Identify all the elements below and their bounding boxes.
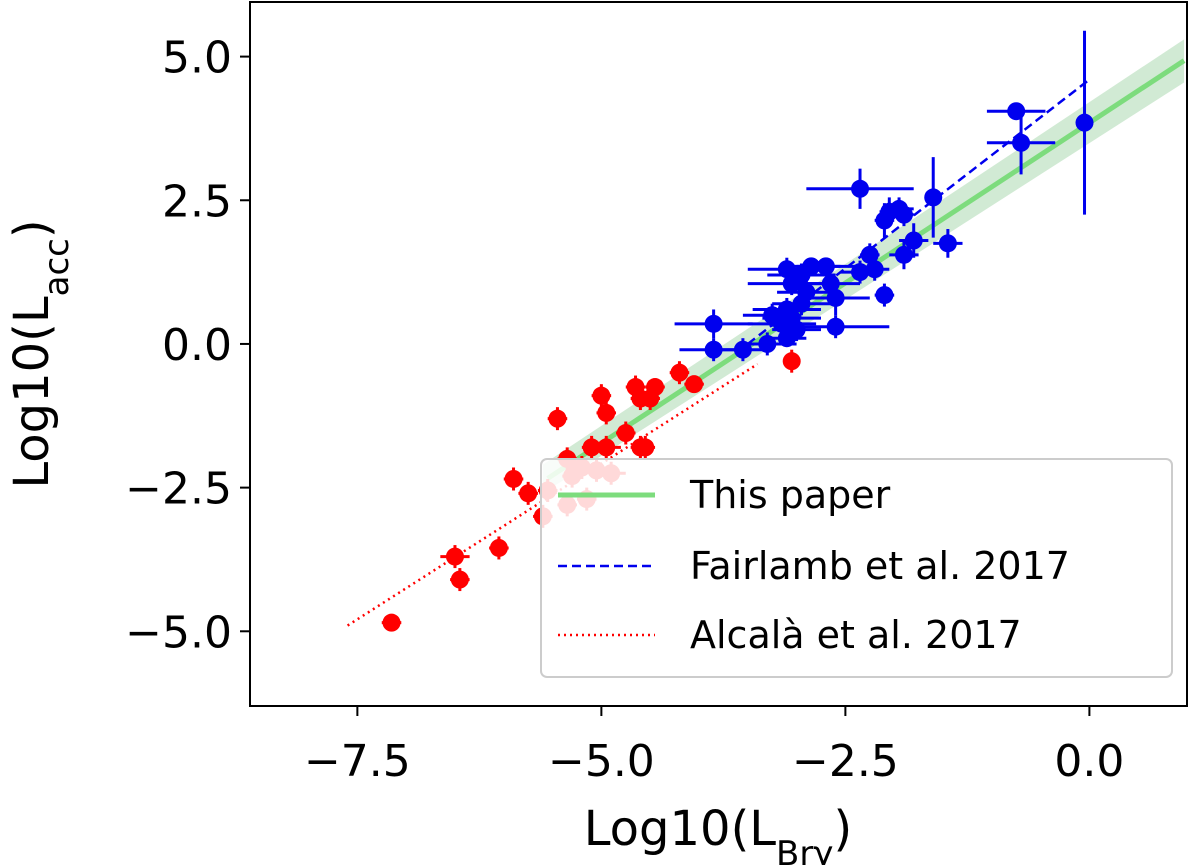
- y-tick-label: 0.0: [162, 320, 232, 371]
- data-point: [782, 352, 801, 371]
- y-tick-label: −5.0: [125, 607, 232, 658]
- data-point: [597, 403, 616, 422]
- data-point: [636, 438, 655, 457]
- data-point: [763, 306, 782, 325]
- data-point: [519, 484, 538, 503]
- data-point: [777, 329, 796, 348]
- legend-label-fairlamb: Fairlamb et al. 2017: [690, 544, 1070, 588]
- data-point: [548, 409, 567, 428]
- data-point: [489, 538, 508, 557]
- data-point: [450, 570, 469, 589]
- x-tick-label: −2.5: [792, 736, 899, 787]
- data-point: [1075, 113, 1094, 132]
- x-axis-label: Log10(LBrγ): [584, 801, 852, 865]
- data-point: [382, 613, 401, 632]
- data-point: [704, 314, 723, 333]
- x-tick-label: 0.0: [1054, 736, 1124, 787]
- data-point: [894, 205, 913, 224]
- x-tick-label: −5.0: [548, 736, 655, 787]
- legend: This paper Fairlamb et al. 2017 Alcalà e…: [540, 458, 1173, 678]
- data-point: [616, 424, 635, 443]
- legend-label-alcala: Alcalà et al. 2017: [690, 613, 1022, 657]
- data-point: [1012, 133, 1031, 152]
- data-point: [851, 263, 870, 282]
- x-tick-label: −7.5: [304, 736, 411, 787]
- data-point: [826, 317, 845, 336]
- y-tick-label: 5.0: [162, 33, 232, 84]
- y-tick-label: −2.5: [125, 464, 232, 515]
- legend-box: [540, 458, 1173, 678]
- y-tick-label: 2.5: [162, 176, 232, 227]
- data-point: [631, 389, 650, 408]
- data-point: [904, 231, 923, 250]
- data-point: [597, 438, 616, 457]
- data-point: [782, 274, 801, 293]
- data-point: [865, 260, 884, 279]
- data-point: [592, 386, 611, 405]
- series-blue-points: [674, 30, 1094, 362]
- data-point: [924, 188, 943, 207]
- data-point: [504, 469, 523, 488]
- y-axis-label: Log10(Lacc): [4, 219, 77, 488]
- data-point: [851, 179, 870, 198]
- legend-label-this-paper: This paper: [689, 473, 891, 517]
- data-point: [894, 245, 913, 264]
- data-point: [685, 375, 704, 394]
- data-point: [445, 547, 464, 566]
- data-point: [704, 340, 723, 359]
- data-point: [938, 234, 957, 253]
- data-point: [670, 363, 689, 382]
- plot-frame: [249, 1, 1188, 707]
- data-point: [875, 286, 894, 305]
